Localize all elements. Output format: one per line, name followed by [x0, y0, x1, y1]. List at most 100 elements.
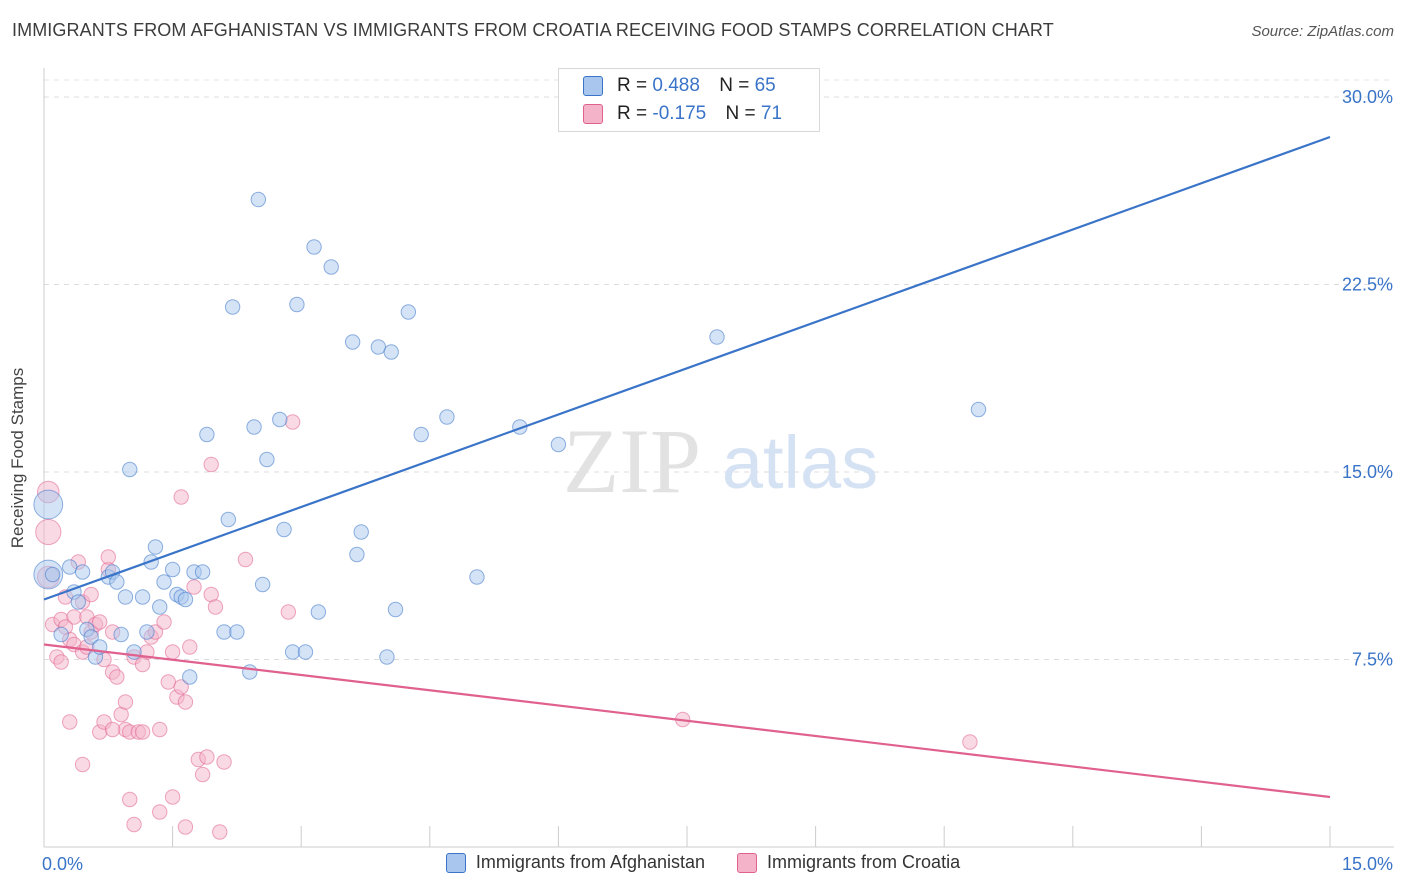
- y-axis-label: Receiving Food Stamps: [8, 367, 27, 549]
- croatia-point: [160, 674, 177, 690]
- croatia-point: [237, 551, 254, 568]
- afghanistan-point: [182, 669, 198, 685]
- x-tick-label: 0.0%: [42, 854, 83, 874]
- afghanistan-point: [297, 644, 314, 660]
- afghanistan-point: [310, 604, 327, 620]
- afghanistan-point: [259, 451, 275, 468]
- afghanistan-point: [344, 334, 361, 350]
- afghanistan-point: [122, 461, 138, 478]
- croatia-point: [62, 714, 78, 730]
- afghanistan-point: [147, 539, 164, 555]
- afghanistan-point: [194, 564, 211, 580]
- afghanistan-point: [383, 344, 399, 360]
- afghanistan-point: [53, 626, 69, 643]
- legend-n-label: N =: [725, 103, 761, 124]
- afghanistan-point: [306, 239, 322, 255]
- afghanistan-point: [152, 599, 168, 615]
- afghanistan-point: [387, 601, 404, 618]
- legend-item-afghanistan[interactable]: Immigrants from Afghanistan: [445, 852, 706, 873]
- croatia-point: [284, 414, 301, 430]
- trend-lines: [43, 135, 1331, 799]
- afghanistan-point: [164, 561, 181, 578]
- afghanistan-point: [229, 624, 245, 640]
- croatia-point: [109, 669, 125, 685]
- croatia-point: [92, 614, 108, 630]
- afghanistan-point: [246, 419, 262, 435]
- afghanistan-point: [156, 574, 172, 590]
- afghanistan-point: [134, 589, 151, 605]
- croatia-point: [203, 456, 219, 473]
- afghanistan-point: [44, 566, 61, 583]
- afghanistan-point: [709, 329, 725, 345]
- afghanistan-point: [272, 411, 288, 428]
- afghanistan-point: [349, 546, 365, 563]
- croatia-point: [212, 824, 228, 840]
- croatia-point: [199, 749, 215, 765]
- croatia-point: [164, 789, 181, 805]
- afghanistan-point: [250, 191, 267, 208]
- legend-label-afghanistan: Immigrants from Afghanistan: [475, 852, 706, 872]
- legend-r-value: 0.488: [652, 75, 700, 96]
- afghanistan-point: [469, 569, 485, 585]
- trend-line-afghanistan: [43, 135, 1331, 601]
- legend-item-croatia[interactable]: Immigrants from Croatia: [737, 852, 960, 873]
- croatia-point: [177, 694, 194, 710]
- afghanistan-point: [113, 626, 129, 643]
- y-tick-label: 7.5%: [1352, 650, 1393, 670]
- legend-n-value: 71: [760, 103, 783, 124]
- afghanistan-point: [439, 409, 455, 425]
- afghanistan-point: [220, 511, 237, 528]
- croatia-point: [164, 644, 181, 660]
- afghanistan-point: [83, 629, 99, 645]
- afghanistan-point: [224, 299, 241, 315]
- croatia-point: [126, 816, 142, 833]
- croatia-point: [35, 518, 62, 546]
- croatia-point: [177, 819, 194, 835]
- afghanistan-point: [970, 401, 987, 418]
- legend-n-value: 65: [754, 75, 776, 96]
- afghanistan-point: [353, 524, 369, 540]
- legend-r-label: R =: [617, 103, 653, 124]
- watermark-zip: ZIP: [563, 410, 701, 512]
- afghanistan-point: [413, 426, 429, 443]
- legend-label-croatia: Immigrants from Croatia: [767, 852, 961, 872]
- watermark-atlas: atlas: [722, 421, 878, 504]
- watermark: ZIP atlas: [563, 410, 878, 512]
- croatia-point: [280, 604, 297, 620]
- trend-line-croatia: [43, 643, 1331, 799]
- croatia-point: [152, 721, 168, 738]
- tick-labels: 7.5% 15.0% 22.5% 30.0% 0.0% 15.0%: [42, 87, 1393, 874]
- afghanistan-point: [177, 591, 194, 608]
- croatia-point: [173, 679, 189, 695]
- legend-swatch-afghanistan: [445, 852, 466, 873]
- croatia-point: [117, 694, 134, 710]
- legend-r-value: -0.175: [652, 103, 707, 124]
- afghanistan-point: [62, 559, 78, 575]
- afghanistan-point: [242, 664, 258, 680]
- legend-swatch-croatia: [583, 104, 603, 124]
- x-tick-label: 15.0%: [1342, 854, 1393, 874]
- afghanistan-point: [379, 649, 395, 665]
- afghanistan-point: [126, 644, 142, 660]
- afghanistan-point: [370, 339, 387, 355]
- bottom-legend: Immigrants from Afghanistan Immigrants f…: [0, 852, 1406, 873]
- afghanistan-point: [323, 259, 339, 275]
- croatia-point: [962, 734, 978, 750]
- legend-swatch-croatia: [737, 852, 758, 873]
- axes: [43, 68, 1394, 848]
- croatia-point: [53, 654, 69, 670]
- grid-lines: [44, 79, 1394, 660]
- croatia-point: [182, 639, 198, 655]
- legend-swatch-afghanistan: [583, 76, 603, 96]
- croatia-point: [134, 724, 151, 740]
- correlation-legend: R = 0.488 N = 65 R = -0.175 N = 71: [558, 68, 820, 132]
- y-tick-label: 15.0%: [1342, 462, 1393, 482]
- croatia-point: [186, 579, 202, 595]
- croatia-point: [74, 756, 91, 773]
- croatia-point: [122, 791, 138, 808]
- croatia-point: [152, 804, 168, 820]
- afghanistan-point: [284, 644, 301, 660]
- croatia-point: [207, 599, 224, 615]
- afghanistan-points: [33, 191, 987, 685]
